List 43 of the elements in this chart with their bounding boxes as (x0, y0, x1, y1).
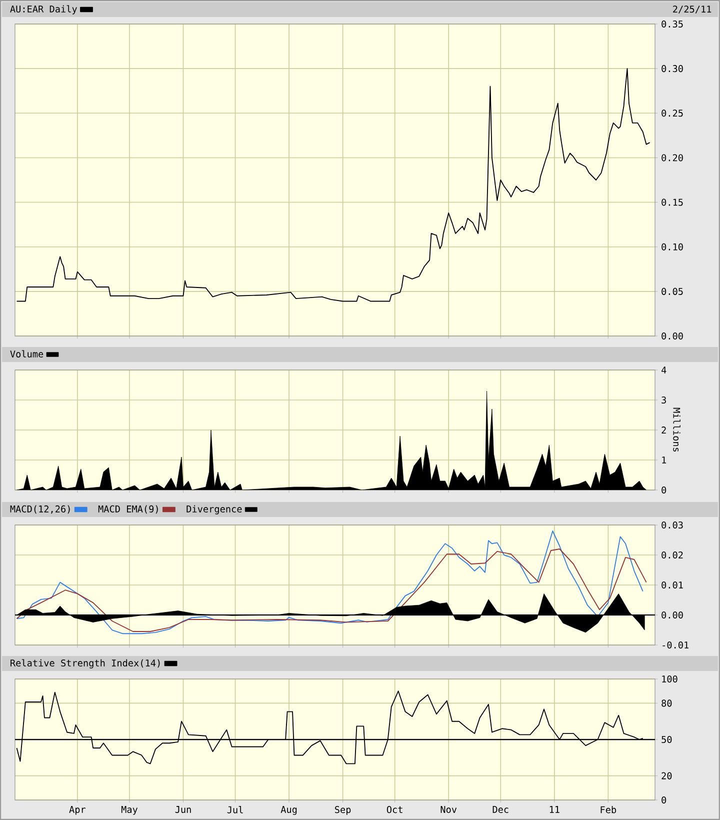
y-tick-label: 80 (662, 700, 672, 707)
y-tick-label: 100 (662, 675, 678, 683)
y-tick-label: 0 (662, 486, 666, 494)
y-tick-label: 50 (662, 736, 672, 744)
y-tick-label: 0.35 (662, 20, 683, 28)
y-tick-label: 0 (662, 796, 666, 804)
x-tick-label: Feb (600, 806, 616, 814)
y-tick-label: 0.15 (662, 198, 683, 206)
y-tick-label: 0.00 (662, 611, 683, 619)
legend-label: MACD(12,26) (10, 505, 70, 514)
y-tick-label: 0.05 (662, 288, 683, 295)
line-series (16, 68, 650, 302)
y-tick-label: 0.01 (662, 581, 683, 589)
x-tick-label: May (121, 806, 138, 815)
legend-label: Divergence (186, 505, 242, 514)
y-tick-label: 0.03 (662, 521, 683, 529)
y-tick-label: 0.00 (662, 332, 683, 340)
y-tick-label: 3 (662, 396, 666, 404)
y-tick-label: 0.30 (662, 65, 683, 72)
y-tick-label: 4 (662, 366, 666, 374)
x-tick-label: Sep (335, 806, 351, 815)
legend-label: MACD EMA(9) (98, 505, 158, 514)
x-tick-label: Dec (492, 806, 508, 813)
x-tick-label: Jun (175, 806, 191, 813)
x-tick-label: Apr (69, 806, 86, 815)
y-tick-label: 0.20 (662, 154, 683, 162)
y-tick-label: 2 (662, 426, 666, 434)
legend-label: AU:EAR Daily (10, 5, 77, 14)
x-tick-label: Nov (440, 806, 457, 813)
x-tick-label: Aug (280, 806, 297, 815)
x-tick-label: Jul (227, 806, 243, 814)
y-tick-label: 1 (662, 456, 666, 464)
legend-label: Volume (10, 350, 44, 358)
legend-label: Relative Strength Index(14) (10, 659, 160, 668)
x-tick-label: 11 (550, 806, 560, 813)
y-tick-label: -0.01 (662, 641, 688, 649)
y-tick-label: 0.10 (662, 243, 683, 250)
x-tick-label: Oct (386, 806, 402, 814)
y-tick-label: 0.25 (662, 110, 683, 117)
y-axis-title: Millions (673, 408, 680, 452)
y-tick-label: 20 (662, 772, 672, 780)
y-tick-label: 0.02 (662, 551, 683, 559)
text: 2/25/11 (673, 6, 712, 14)
